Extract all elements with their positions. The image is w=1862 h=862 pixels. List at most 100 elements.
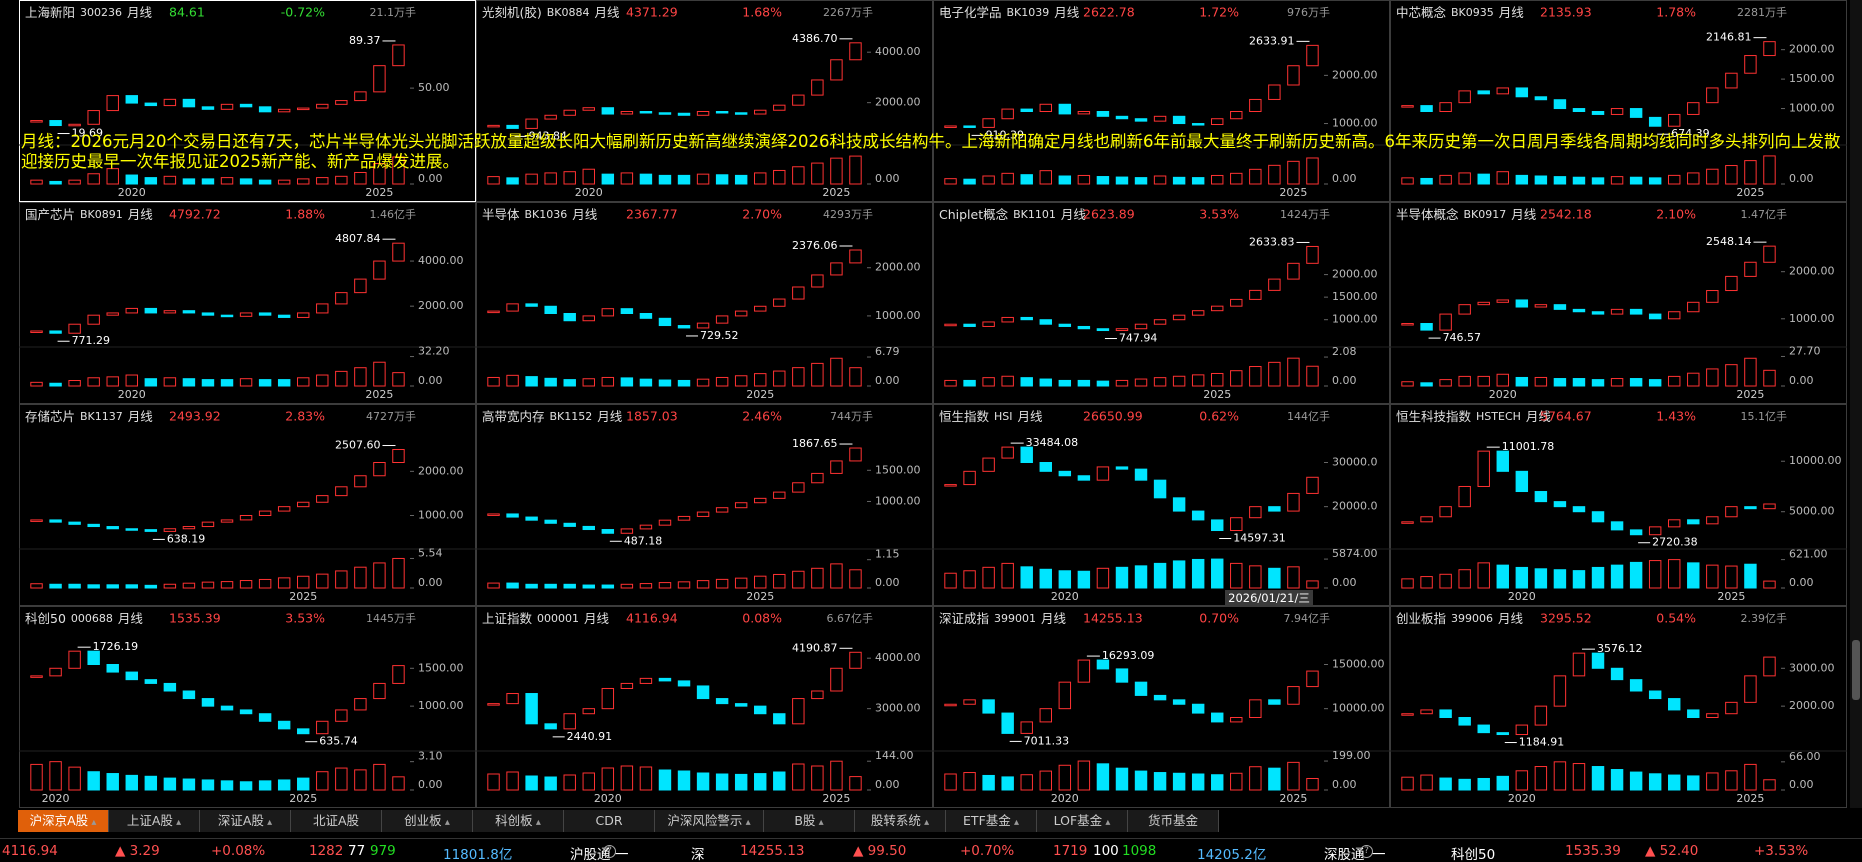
help-icon[interactable]: ? xyxy=(1360,845,1373,858)
high-label: 2633.91 xyxy=(1249,34,1295,47)
candle xyxy=(373,462,386,477)
volume-bar xyxy=(1153,772,1167,791)
vol-tick-label: 0.00 xyxy=(875,172,900,185)
volume-bar xyxy=(1706,368,1719,387)
candle xyxy=(316,495,329,503)
tab[interactable]: 创业板 xyxy=(382,810,473,832)
tab[interactable]: B股 xyxy=(764,810,855,832)
volume-bar xyxy=(1591,566,1605,589)
volume-bar xyxy=(1401,578,1414,589)
candle xyxy=(354,475,367,488)
chart-grid: 上海新阳 300236 月线 84.61 -0.72% 21.1万手 50.00 0.00 20… xyxy=(19,0,1847,808)
tab[interactable]: 北证A股 xyxy=(291,810,382,832)
candle xyxy=(1115,466,1129,470)
candle xyxy=(220,705,234,711)
x-tick-label: 2020 xyxy=(575,186,603,199)
tab[interactable]: 科创板 xyxy=(473,810,564,832)
volume-bar xyxy=(1668,174,1681,185)
panel-volume: 1.47亿手 xyxy=(1741,207,1788,221)
tab[interactable]: 深证A股 xyxy=(200,810,291,832)
panel-price: 2135.93 xyxy=(1540,5,1592,20)
y-tick-label: 1500.00 xyxy=(1789,72,1835,85)
tab[interactable]: 上证A股 xyxy=(109,810,200,832)
panel: 创业板指 399006 月线 3295.52 0.54% 2.39亿手 2000.00 300… xyxy=(1390,606,1847,808)
candle xyxy=(601,687,615,710)
panel-code: BK1152 xyxy=(550,410,593,423)
candle xyxy=(1725,506,1738,518)
status-item: 1719 xyxy=(1053,843,1088,859)
help-icon[interactable]: ? xyxy=(603,845,616,858)
candle xyxy=(373,260,386,280)
vol-tick-label: 27.70 xyxy=(1789,344,1821,357)
volume-bar xyxy=(525,173,538,185)
candle xyxy=(1477,724,1490,734)
candle xyxy=(658,519,672,526)
volume-bar xyxy=(49,761,62,791)
panel-change: -0.72% xyxy=(281,5,325,20)
status-item: +0.08% xyxy=(211,843,266,859)
low-label: 638.19 xyxy=(167,532,206,545)
panel-header: 高带宽内存 BK1152 月线 xyxy=(482,409,623,424)
y-tick-label: 1000.00 xyxy=(1789,312,1835,325)
tab[interactable]: 货币基金 xyxy=(1128,810,1219,832)
candle xyxy=(582,525,595,531)
volume-bar xyxy=(1553,378,1567,387)
volume-bar xyxy=(1249,766,1262,791)
tab[interactable]: 股转系统 xyxy=(855,810,946,832)
volume-bar xyxy=(1687,372,1700,387)
tab[interactable]: 沪深京A股 xyxy=(18,810,109,832)
candle xyxy=(1401,105,1414,108)
volume-bar xyxy=(1477,777,1490,791)
volume-bar xyxy=(982,175,995,185)
candle xyxy=(1058,323,1072,327)
scroll-thumb[interactable] xyxy=(1852,640,1860,700)
high-label: 4386.70 xyxy=(792,32,838,45)
panel-volume: 15.1亿手 xyxy=(1741,409,1788,423)
volume-bar xyxy=(239,580,253,589)
volume-bar xyxy=(944,178,957,185)
volume-bar xyxy=(677,174,691,185)
volume-bar xyxy=(1058,570,1072,589)
y-tick-label: 1000.00 xyxy=(1332,117,1378,130)
tab[interactable]: CDR xyxy=(564,810,655,832)
low-label: 635.74 xyxy=(319,735,358,748)
candle xyxy=(1077,111,1091,115)
y-tick-label: 2000.00 xyxy=(875,96,921,109)
scrollbar[interactable] xyxy=(1850,0,1862,808)
x-tick-label: 2020 xyxy=(118,186,146,199)
low-label: 771.29 xyxy=(72,334,111,347)
volume-bar xyxy=(1153,562,1167,589)
y-tick-label: 1000.00 xyxy=(1332,313,1378,326)
candle xyxy=(1687,709,1700,719)
volume-bar xyxy=(1191,374,1205,387)
status-item: 979 xyxy=(370,843,396,859)
volume-bar xyxy=(715,578,729,589)
x-tick-label: 2025 xyxy=(1736,388,1764,401)
tab[interactable]: 沪深风险警示 xyxy=(655,810,764,832)
volume-bar xyxy=(830,563,843,589)
candle xyxy=(1534,96,1548,101)
volume-bar xyxy=(1458,569,1471,589)
candle xyxy=(734,310,748,317)
candle xyxy=(1134,681,1148,696)
volume-bar xyxy=(30,763,43,791)
panel-name: 恒生科技指数 xyxy=(1396,409,1472,424)
volume-bar xyxy=(1420,177,1433,185)
candle xyxy=(335,292,348,305)
volume-bar xyxy=(658,769,672,791)
candle xyxy=(1706,290,1719,303)
candle xyxy=(963,470,976,486)
volume-bar xyxy=(297,377,310,387)
volume-bar xyxy=(487,582,500,589)
candle xyxy=(1572,108,1586,113)
tab[interactable]: LOF基金 xyxy=(1037,810,1128,832)
volume-bar xyxy=(49,382,62,387)
candle xyxy=(1553,304,1567,310)
panel-change: 2.46% xyxy=(742,409,782,424)
tab[interactable]: ETF基金 xyxy=(946,810,1037,832)
candle xyxy=(506,513,519,518)
candle xyxy=(1744,261,1757,277)
candle xyxy=(30,120,43,123)
candle xyxy=(258,106,272,113)
low-label: 746.57 xyxy=(1443,331,1482,344)
